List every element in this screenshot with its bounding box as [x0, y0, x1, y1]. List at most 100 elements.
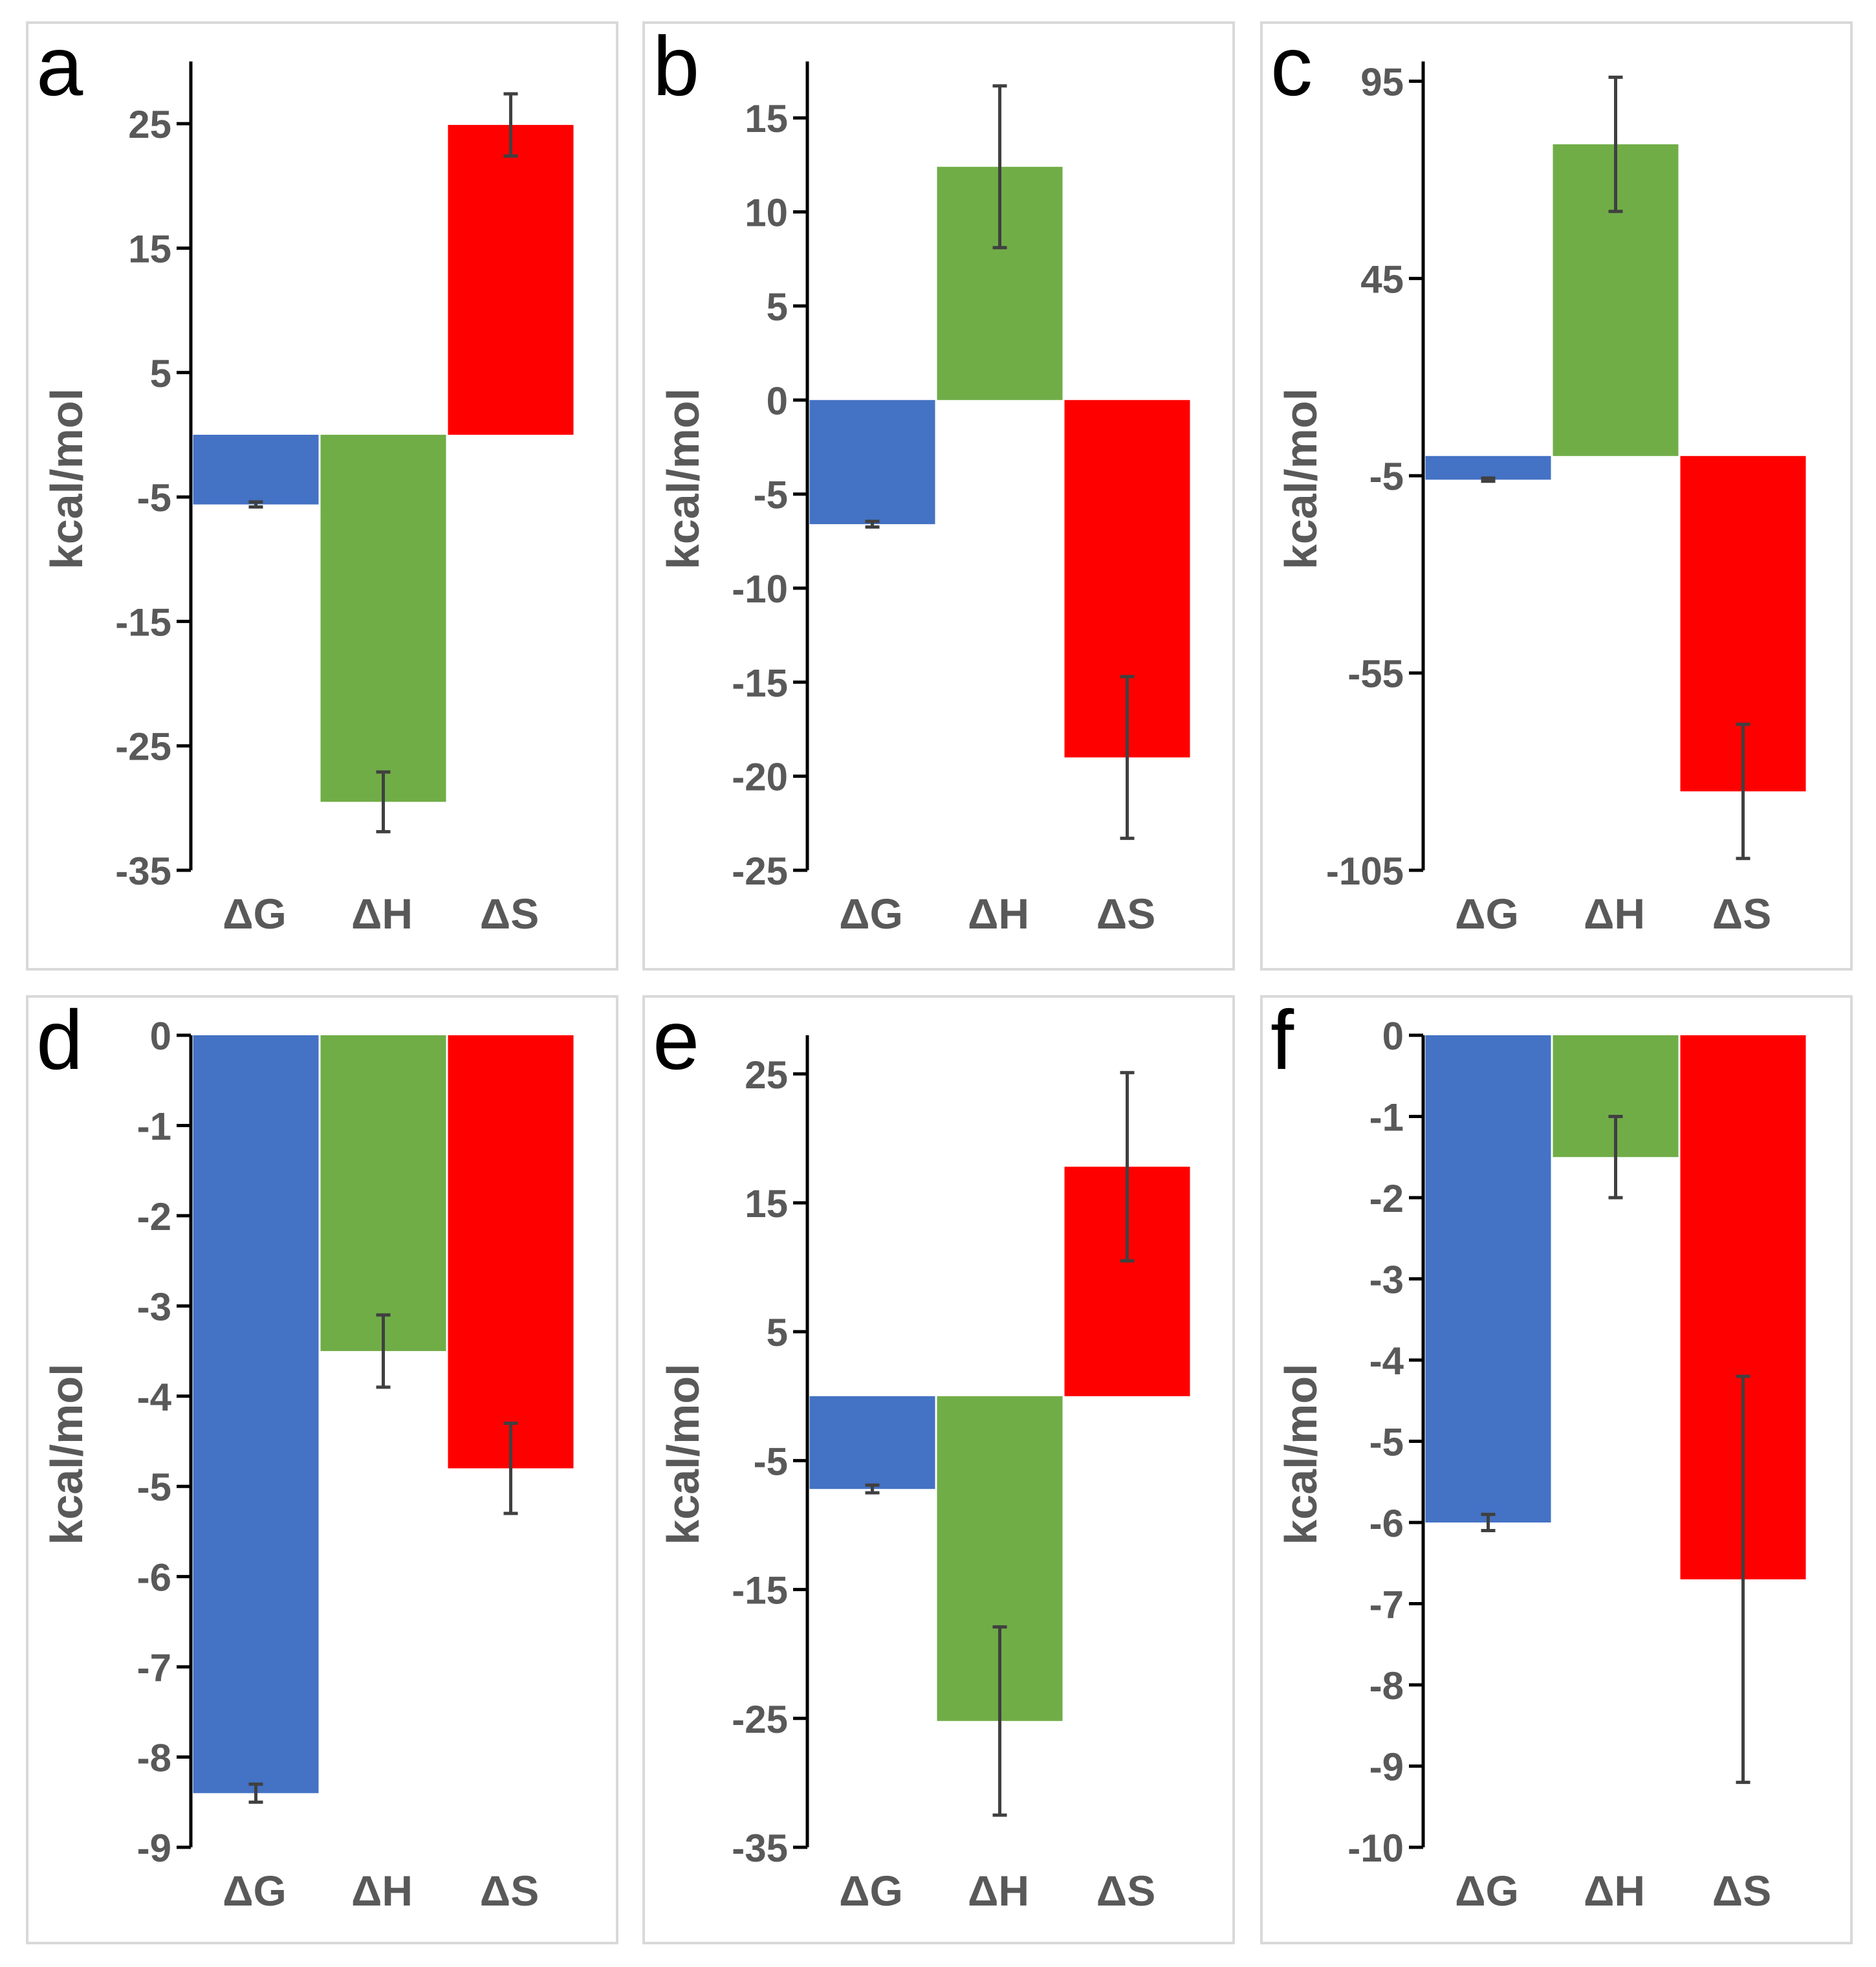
y-tick-label: -10	[732, 567, 788, 611]
y-tick-label: -7	[137, 1646, 171, 1689]
error-bar-dS	[503, 1422, 518, 1515]
y-tick-label: -5	[754, 474, 788, 517]
y-tick-label: 5	[150, 352, 171, 395]
y-tick-label: -15	[732, 661, 788, 705]
error-bar-dS	[1120, 675, 1135, 841]
y-tick-label: -8	[137, 1737, 171, 1780]
error-bar-dH	[1608, 1115, 1623, 1200]
error-bar-dG	[865, 520, 880, 529]
y-tick-label: -2	[137, 1195, 171, 1238]
category-label-dH: ΔH	[351, 1867, 413, 1915]
bar-dH	[320, 1035, 446, 1352]
y-tick-label: 0	[767, 379, 788, 423]
chart-panel-e: -35 -25 -15 -5 5 15 25 ΔG ΔH ΔS kcal/mol e	[642, 993, 1235, 1944]
category-label-dH: ΔH	[968, 1867, 1029, 1915]
bar-dS	[448, 1035, 574, 1469]
category-label-dG: ΔG	[1455, 1867, 1519, 1915]
chart-panel-d: -9 -8 -7 -6 -5 -4 -3 -2 -1 0 ΔG ΔH ΔS kcal/mol d	[26, 993, 618, 1944]
y-tick-label: -5	[1369, 455, 1404, 498]
y-tick-label: -25	[115, 725, 171, 769]
y-tick-label: -20	[732, 756, 788, 799]
category-label-dH: ΔH	[351, 890, 413, 938]
error-bar-dG	[1481, 476, 1496, 483]
error-bar-dS	[1736, 722, 1751, 861]
panel-label: d	[36, 993, 83, 1087]
panel-label: a	[36, 19, 83, 113]
y-tick-label: -6	[1369, 1502, 1404, 1545]
chart-panel-a: -35 -25 -15 -5 5 15 25 ΔG ΔH ΔS kcal/mol a	[26, 19, 618, 971]
error-bar-dG	[865, 1483, 880, 1495]
y-tick-label: 25	[128, 103, 171, 146]
error-bar-dG	[248, 1782, 263, 1804]
y-tick-label: -105	[1326, 850, 1404, 893]
panel-label: e	[653, 993, 699, 1087]
y-tick-label: -15	[115, 600, 171, 644]
panel-label: b	[653, 19, 699, 113]
y-tick-label: -7	[1369, 1583, 1404, 1627]
error-bar-dG	[248, 500, 263, 509]
y-tick-label: -25	[732, 1698, 788, 1741]
y-tick-label: -5	[137, 476, 171, 520]
y-axis-title: kcal/mol	[41, 1363, 92, 1544]
chart-panel-b: -25 -20 -15 -10 -5 0 5 10 15 ΔG ΔH ΔS kcal/mol b	[642, 19, 1235, 971]
y-tick-label: 15	[128, 227, 171, 270]
y-tick-label: -8	[1369, 1664, 1404, 1708]
error-bar-dG	[1481, 1512, 1496, 1533]
category-label-dH: ΔH	[1584, 1867, 1645, 1915]
y-axis-title: kcal/mol	[658, 1363, 708, 1544]
category-label-dS: ΔS	[1096, 1867, 1155, 1915]
y-tick-label: 15	[745, 97, 788, 140]
y-tick-label: -3	[137, 1285, 171, 1328]
y-tick-label: 5	[767, 1311, 788, 1354]
bar-dG	[809, 1396, 935, 1489]
y-axis-title: kcal/mol	[1276, 388, 1326, 569]
y-tick-label: 15	[745, 1182, 788, 1225]
y-tick-label: 0	[150, 1015, 171, 1058]
bar-dG	[1425, 456, 1551, 480]
y-axis-title: kcal/mol	[1276, 1363, 1326, 1544]
bar-dG	[193, 434, 319, 505]
y-tick-label: -5	[1369, 1421, 1404, 1464]
y-tick-label: -6	[137, 1556, 171, 1599]
chart-panel-c: -105 -55 -5 45 95 ΔG ΔH ΔS kcal/mol c	[1260, 19, 1853, 971]
y-tick-label: -4	[1369, 1339, 1404, 1383]
y-tick-label: -1	[137, 1104, 171, 1148]
y-tick-label: -9	[1369, 1746, 1404, 1789]
category-label-dG: ΔG	[839, 1867, 903, 1915]
category-label-dS: ΔS	[1712, 890, 1771, 938]
error-bar-dS	[1120, 1071, 1135, 1263]
error-bar-dH	[992, 84, 1007, 250]
bar-dS	[448, 125, 574, 435]
error-bar-dH	[1608, 75, 1623, 214]
error-bar-dS	[503, 92, 518, 158]
y-tick-label: 0	[1382, 1015, 1404, 1058]
category-label-dS: ΔS	[480, 890, 539, 938]
category-label-dH: ΔH	[968, 890, 1029, 938]
y-tick-label: -10	[1347, 1827, 1404, 1870]
y-tick-label: 5	[767, 285, 788, 329]
y-tick-label: -55	[1347, 652, 1404, 696]
y-tick-label: -1	[1369, 1096, 1404, 1139]
bar-dH	[320, 434, 446, 802]
bar-dG	[1425, 1035, 1551, 1522]
error-bar-dH	[376, 1313, 391, 1389]
y-tick-label: -15	[732, 1569, 788, 1612]
y-tick-label: 45	[1360, 258, 1404, 301]
category-label-dG: ΔG	[839, 890, 903, 938]
error-bar-dH	[992, 1625, 1007, 1817]
category-label-dS: ΔS	[1096, 890, 1155, 938]
category-label-dG: ΔG	[223, 890, 287, 938]
panel-label: f	[1271, 993, 1294, 1087]
category-label-dG: ΔG	[1455, 890, 1519, 938]
y-tick-label: -5	[137, 1466, 171, 1509]
bar-dG	[809, 400, 935, 525]
category-label-dS: ΔS	[480, 1867, 539, 1915]
error-bar-dS	[1736, 1374, 1751, 1785]
y-tick-label: -35	[115, 850, 171, 893]
y-tick-label: -25	[732, 850, 788, 893]
y-tick-label: -35	[732, 1827, 788, 1870]
y-tick-label: -3	[1369, 1258, 1404, 1302]
